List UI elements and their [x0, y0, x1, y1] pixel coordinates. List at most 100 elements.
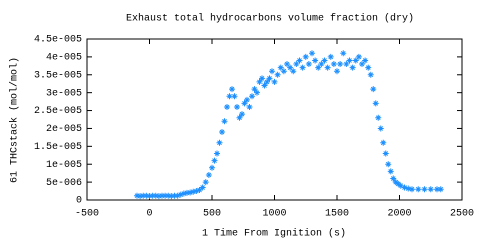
chart-title: Exhaust total hydrocarbons volume fracti… — [126, 13, 414, 25]
point — [395, 180, 402, 187]
point — [302, 53, 309, 60]
point — [146, 193, 153, 200]
point — [251, 86, 258, 93]
point — [244, 96, 250, 103]
point — [190, 188, 197, 195]
point — [367, 71, 374, 78]
point — [382, 150, 389, 157]
point — [392, 179, 399, 186]
point — [180, 190, 187, 197]
point — [209, 164, 215, 171]
point — [409, 186, 415, 193]
point — [155, 193, 162, 200]
point — [405, 185, 412, 192]
y-tick-label: 2e-005 — [46, 124, 82, 135]
point — [397, 182, 404, 189]
point — [199, 184, 206, 191]
y-tick-label: 1.5e-005 — [34, 142, 82, 153]
point — [355, 53, 362, 60]
point — [315, 64, 322, 71]
y-tick-label: 0 — [76, 196, 82, 207]
y-tick-label: 1e-005 — [46, 160, 82, 171]
point — [259, 75, 265, 82]
point — [266, 75, 273, 82]
point — [305, 61, 312, 68]
point — [264, 78, 270, 85]
point — [372, 100, 379, 107]
x-tick-label: 2000 — [387, 209, 411, 220]
point — [236, 114, 243, 121]
point — [296, 57, 303, 64]
point — [385, 161, 392, 168]
point — [330, 61, 337, 68]
point — [174, 192, 181, 199]
point — [219, 129, 225, 136]
point — [140, 192, 147, 199]
point — [196, 186, 203, 193]
point — [205, 171, 212, 178]
point — [254, 89, 260, 96]
point — [274, 71, 281, 78]
point — [299, 64, 306, 71]
point — [214, 150, 220, 157]
point — [401, 184, 408, 191]
point — [246, 103, 253, 110]
y-tick-label: 4.5e-005 — [34, 35, 82, 46]
point — [284, 61, 290, 68]
y-tick-label: 5e-006 — [46, 178, 82, 189]
point — [377, 125, 384, 132]
x-tick-label: 0 — [146, 209, 152, 220]
x-tick-label: -500 — [75, 209, 99, 220]
x-tick-label: 500 — [203, 209, 221, 220]
point — [434, 186, 440, 193]
y-tick-label: 3.5e-005 — [34, 70, 82, 81]
point — [349, 64, 356, 71]
point — [290, 68, 297, 75]
point — [293, 61, 300, 68]
point — [387, 168, 394, 175]
point — [187, 189, 194, 196]
point — [309, 50, 315, 57]
point — [324, 64, 331, 71]
point — [211, 157, 218, 164]
point — [370, 86, 377, 93]
point — [327, 53, 334, 60]
point — [390, 175, 397, 182]
point — [271, 78, 278, 85]
y-tick-label: 3e-005 — [46, 88, 82, 99]
x-tick-label: 1500 — [325, 209, 349, 220]
point — [312, 57, 319, 64]
point — [239, 111, 245, 118]
point — [241, 100, 248, 107]
point — [177, 191, 184, 198]
point — [287, 64, 294, 71]
point — [343, 61, 350, 68]
point — [159, 192, 165, 199]
point — [224, 103, 230, 110]
point — [152, 192, 159, 199]
point — [184, 189, 190, 196]
point — [229, 86, 235, 93]
point — [137, 193, 144, 200]
point — [143, 192, 150, 199]
point — [337, 61, 344, 68]
x-tick-label: 2500 — [450, 209, 474, 220]
point — [234, 103, 240, 110]
point — [427, 186, 434, 193]
point — [202, 179, 209, 186]
point — [362, 57, 369, 64]
point — [226, 93, 233, 100]
point — [277, 64, 284, 71]
point — [346, 57, 353, 64]
point — [216, 139, 223, 146]
point — [256, 78, 263, 85]
point — [359, 61, 365, 68]
x-tick-label: 1000 — [262, 209, 286, 220]
point — [168, 193, 175, 200]
point — [280, 68, 287, 75]
point — [249, 93, 255, 100]
point — [318, 61, 325, 68]
point — [165, 192, 172, 199]
point — [352, 57, 359, 64]
